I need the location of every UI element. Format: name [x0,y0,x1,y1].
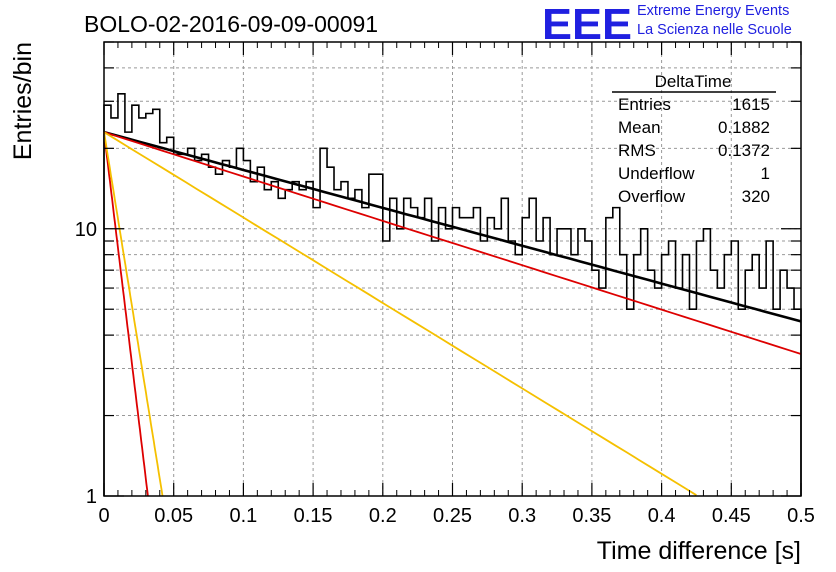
histogram-bars [103,92,802,496]
x-tick-label: 0.1 [229,505,257,527]
x-tick-label: 0.5 [787,505,815,527]
logo-caption: Extreme Energy Events La Scienza nelle S… [637,2,792,40]
x-tick-label: 0.4 [648,505,676,527]
stats-value: 0.1882 [718,118,770,137]
fit-curve-1 [103,130,802,323]
x-tick-label: 0.05 [154,505,193,527]
eee-logo-text: EEE [542,3,632,43]
fit-curve-3 [103,131,697,496]
stats-label: Mean [618,118,661,137]
x-tick-label: 0 [98,505,109,527]
eee-logo-icon: EEE [542,3,632,43]
stats-value: 0.1372 [718,141,770,160]
x-tick-label: 0.15 [294,505,333,527]
stats-label: Underflow [618,164,695,183]
fit-curve-4 [103,131,149,497]
y-axis-label: Entries/bin [9,42,37,160]
axis-ticks [103,41,802,497]
eee-logo-letters: EEE [542,3,632,43]
stats-value: 1 [761,164,770,183]
fit-curve-5 [103,131,164,497]
fit-curve-2 [103,131,802,355]
x-tick-label: 0.45 [712,505,751,527]
chart-title: BOLO-02-2016-09-09-00091 [84,11,378,37]
x-axis-label: Time difference [s] [597,537,801,565]
stats-title: DeltaTime [655,72,732,91]
logo-line-1: Extreme Energy Events [637,3,790,19]
x-tick-label: 0.3 [508,505,536,527]
histogram-step [103,92,802,496]
y-tick-label: 1 [86,486,97,508]
stats-value: 320 [742,187,770,206]
y-tick-label: 10 [75,219,97,241]
stats-label: Overflow [618,187,686,206]
stats-label: RMS [618,141,656,160]
stats-rows: Entries 1615 Mean 0.1882 RMS 0.1372 Underflow 1… [618,95,770,206]
x-tick-label: 0.35 [572,505,611,527]
logo-line-2: La Scienza nelle Scuole [637,22,792,38]
stats-label: Entries [618,95,671,114]
x-tick-label: 0.2 [369,505,397,527]
stats-box: DeltaTime Entries 1615 Mean 0.1882 RMS 0.1372… [612,72,776,206]
y-tick-labels: 1 10 [75,219,97,508]
stats-value: 1615 [732,95,770,114]
x-tick-label: 0.25 [433,505,472,527]
fit-curves [103,130,802,497]
x-tick-labels: 0 0.05 0.1 0.15 0.2 0.25 0.3 0.35 0.4 0.45 0.5 [98,505,814,527]
